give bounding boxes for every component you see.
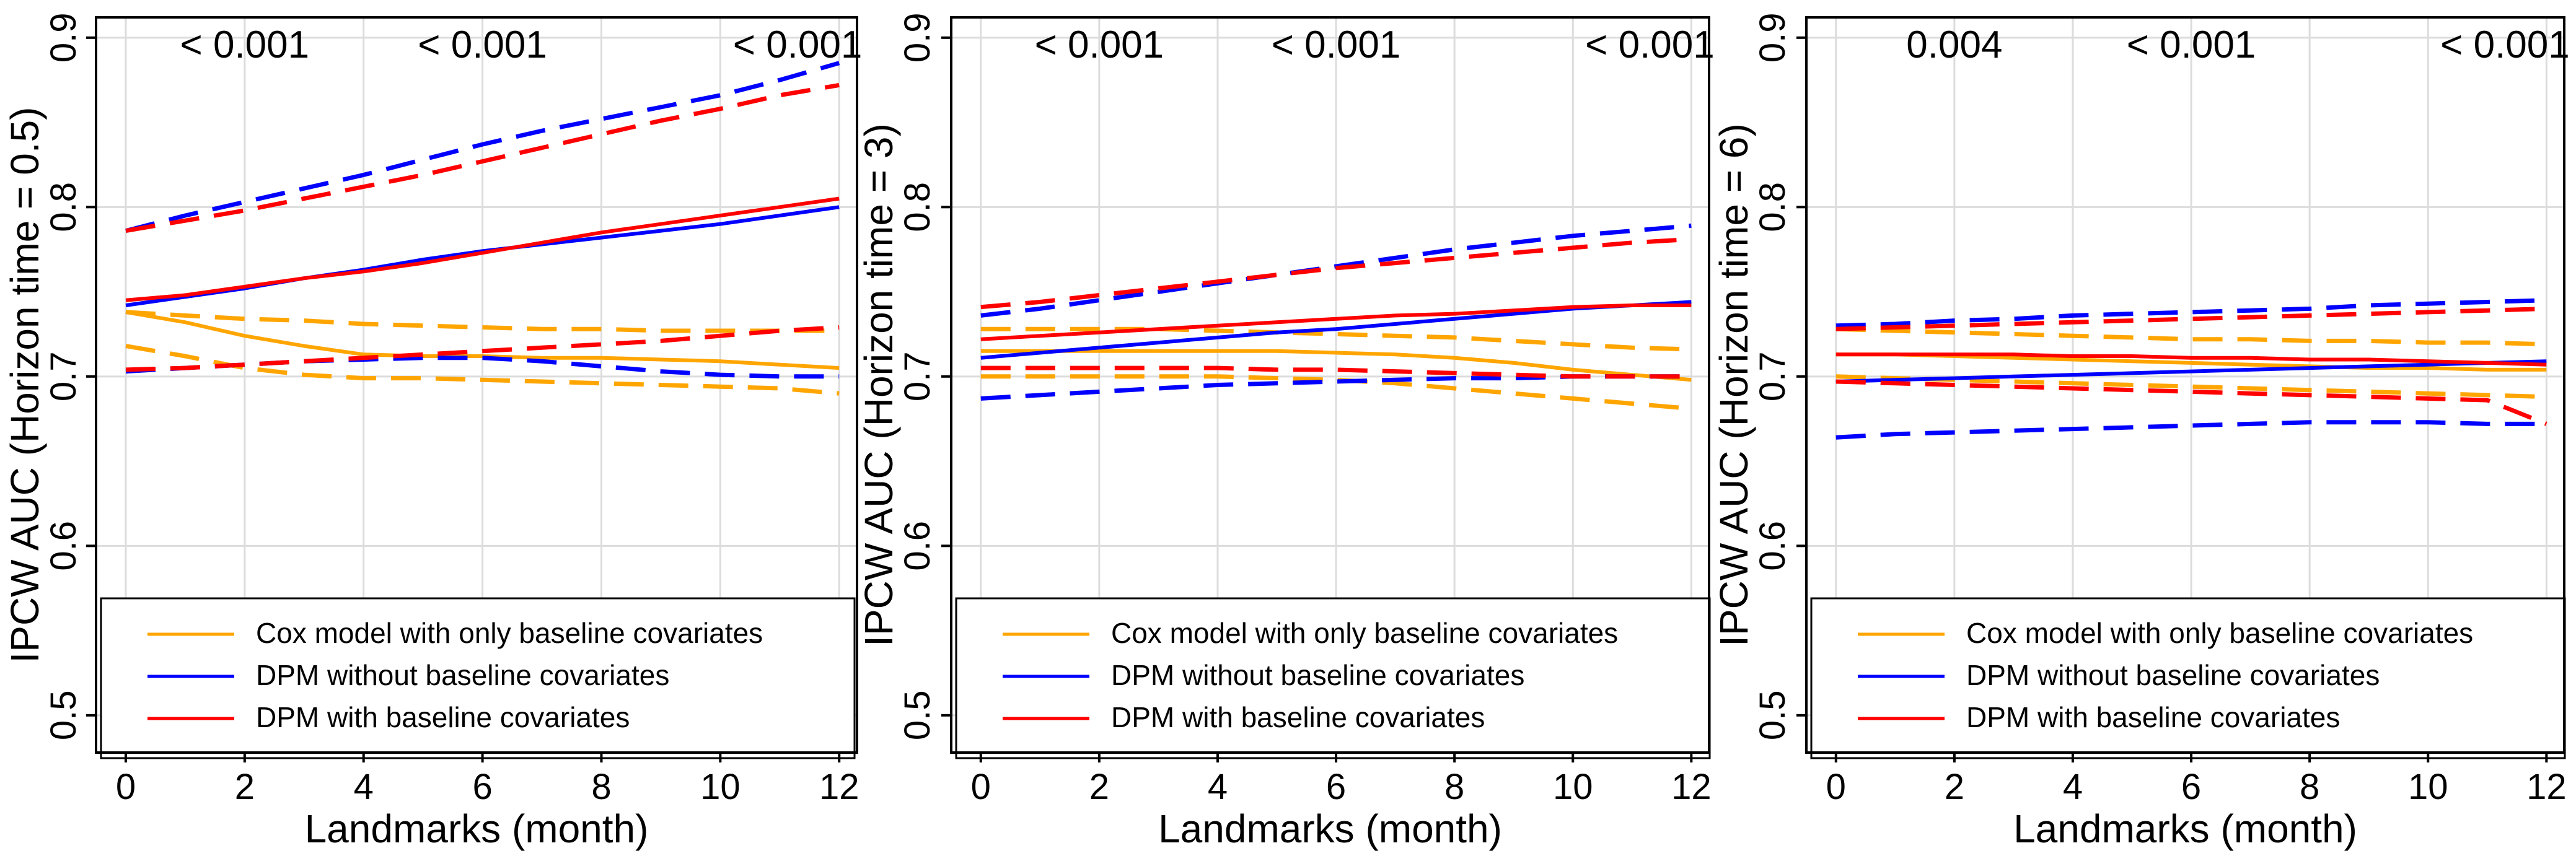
legend-box	[955, 597, 1711, 759]
legend-label: DPM without baseline covariates	[1966, 659, 2380, 691]
x-tick-label: 6	[1326, 767, 1346, 807]
y-tick-label: 0.6	[43, 521, 84, 571]
legend-label: DPM with baseline covariates	[1111, 701, 1485, 733]
x-tick-label: 4	[2063, 767, 2083, 807]
y-tick-label: 0.5	[1752, 691, 1793, 741]
x-tick-label: 8	[591, 767, 611, 807]
ci-line-8	[980, 237, 1692, 310]
legend-label: Cox model with only baseline covariates	[1111, 617, 1618, 649]
y-axis-title: IPCW AUC (Horizon time = 3)	[856, 123, 901, 647]
x-axis-title: Landmarks (month)	[305, 806, 649, 851]
y-axis-title: IPCW AUC (Horizon time = 0.5)	[2, 107, 47, 663]
y-tick-label: 0.9	[43, 12, 84, 63]
ci-line-5	[1835, 298, 2547, 328]
x-tick-label: 2	[1945, 767, 1964, 807]
p-value-label: < 0.001	[418, 24, 547, 66]
ci-line-8	[125, 82, 840, 234]
p-value-label: < 0.001	[1585, 24, 1715, 66]
panel-3: Cox model with only baseline covariates D…	[1712, 12, 2570, 851]
series-line-4	[1835, 359, 2547, 383]
ci-line-2	[125, 310, 840, 333]
y-tick-label: 0.7	[43, 352, 84, 402]
x-tick-label: 6	[472, 767, 492, 807]
x-tick-label: 6	[2181, 767, 2201, 807]
x-tick-label: 12	[819, 767, 859, 807]
panel-2: Cox model with only baseline covariates D…	[856, 12, 1715, 851]
ci-line-3	[125, 344, 840, 396]
legend: Cox model with only baseline covariates D…	[955, 597, 1711, 759]
x-tick-label: 4	[1208, 767, 1228, 807]
p-value-label: < 0.001	[1272, 24, 1401, 66]
p-value-label: 0.004	[1906, 24, 2002, 66]
legend-label: DPM without baseline covariates	[1111, 659, 1524, 691]
legend-label: DPM with baseline covariates	[1966, 701, 2340, 733]
plot-frame	[1805, 16, 2565, 754]
ci-line-6	[1835, 420, 2547, 440]
plot-frame	[950, 16, 1710, 754]
x-tick-label: 4	[354, 767, 374, 807]
y-tick-label: 0.7	[897, 352, 938, 402]
series-line-7	[1835, 352, 2547, 367]
x-tick-label: 0	[971, 767, 991, 807]
legend-box	[100, 597, 856, 759]
ci-line-9	[980, 365, 1692, 379]
y-tick-label: 0.9	[1752, 12, 1793, 63]
ci-line-9	[125, 325, 840, 372]
ci-line-5	[125, 61, 840, 233]
y-tick-label: 0.5	[897, 691, 938, 741]
y-tick-label: 0.8	[43, 182, 84, 232]
plot-frame	[95, 16, 858, 754]
p-value-label: < 0.001	[1035, 24, 1164, 66]
y-tick-label: 0.5	[43, 691, 84, 741]
x-tick-label: 12	[1671, 767, 1712, 807]
y-tick-label: 0.6	[897, 521, 938, 571]
legend-label: Cox model with only baseline covariates	[1966, 617, 2473, 649]
x-tick-label: 10	[1553, 767, 1593, 807]
series-line-7	[125, 196, 840, 302]
p-value-label: < 0.001	[180, 24, 310, 66]
legend-label: Cox model with only baseline covariates	[256, 617, 763, 649]
p-value-label: < 0.001	[733, 24, 863, 66]
y-tick-label: 0.6	[1752, 521, 1793, 571]
ci-line-8	[1835, 306, 2547, 331]
panel-1: Cox model with only baseline covariates D…	[2, 12, 862, 851]
legend: Cox model with only baseline covariates D…	[1810, 597, 2566, 759]
ci-line-6	[125, 356, 840, 379]
x-tick-label: 8	[1444, 767, 1464, 807]
y-tick-label: 0.8	[1752, 182, 1793, 232]
x-tick-label: 10	[700, 767, 741, 807]
x-tick-label: 0	[1826, 767, 1846, 807]
legend-label: DPM with baseline covariates	[256, 701, 630, 733]
y-axis-title: IPCW AUC (Horizon time = 6)	[1712, 123, 1756, 647]
x-tick-label: 0	[116, 767, 136, 807]
y-tick-label: 0.8	[897, 182, 938, 232]
y-tick-label: 0.9	[897, 12, 938, 63]
ci-line-9	[1835, 379, 2547, 426]
x-axis-title: Landmarks (month)	[2013, 806, 2357, 851]
x-tick-label: 8	[2300, 767, 2319, 807]
legend-label: DPM without baseline covariates	[256, 659, 669, 691]
x-axis-title: Landmarks (month)	[1158, 806, 1502, 851]
legend: Cox model with only baseline covariates D…	[100, 597, 856, 759]
legend-box	[1810, 597, 2566, 759]
series-line-7	[980, 304, 1692, 341]
x-tick-label: 10	[2408, 767, 2448, 807]
p-value-label: < 0.001	[2127, 24, 2256, 66]
x-tick-label: 2	[1089, 767, 1109, 807]
p-value-label: < 0.001	[2440, 24, 2570, 66]
x-tick-label: 12	[2526, 767, 2567, 807]
y-tick-label: 0.7	[1752, 352, 1793, 402]
x-tick-label: 2	[235, 767, 255, 807]
ci-line-2	[980, 326, 1692, 352]
ci-line-2	[1835, 326, 2547, 347]
ci-line-3	[980, 374, 1692, 411]
series-line-1	[980, 349, 1692, 382]
